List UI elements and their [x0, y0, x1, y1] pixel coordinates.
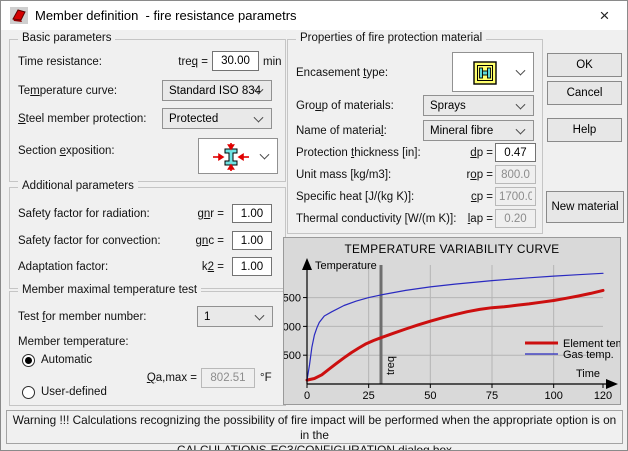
automatic-label[interactable]: Automatic	[41, 354, 93, 366]
chart-panel: TEMPERATURE VARIABILITY CURVE treq 0 25 50 7…	[277, 237, 627, 405]
adaptation-label: Adaptation factor:	[18, 261, 109, 273]
warning-line2: CALCULATIONS-EC3/CONFIGURATION dialog bo…	[177, 443, 452, 451]
chart-title: TEMPERATURE VARIABILITY CURVE	[344, 242, 560, 256]
help-button[interactable]: Help	[547, 118, 622, 142]
group-additional-parameters: Additional parameters Safety factor for …	[9, 180, 286, 289]
svg-text:100: 100	[544, 390, 562, 402]
member-temperature-label: Member temperature:	[18, 336, 129, 348]
name-material-select[interactable]: Mineral fibre	[423, 120, 534, 141]
group-materials-label: Group of materials:	[296, 100, 394, 112]
svg-text:treq: treq	[385, 356, 397, 375]
convection-input[interactable]	[232, 231, 272, 250]
test-member-value: 1	[204, 310, 211, 323]
qamax-unit: °F	[260, 372, 272, 384]
radiation-input[interactable]	[232, 204, 272, 223]
steel-protection-select[interactable]: Protected	[162, 108, 272, 129]
test-member-select[interactable]: 1	[197, 306, 273, 327]
time-resistance-unit: min	[263, 56, 282, 68]
encasement-select[interactable]	[452, 52, 534, 92]
unit-mass-label: Unit mass [kg/m3]:	[296, 169, 392, 181]
group-properties: Properties of fire protection material E…	[287, 32, 543, 234]
qamax-input	[201, 368, 255, 388]
group-additional-legend: Additional parameters	[18, 180, 138, 192]
chevron-down-icon	[254, 310, 265, 321]
window-title: Member definition - fire resistance para…	[35, 8, 297, 23]
svg-text:1000: 1000	[284, 321, 301, 333]
steel-protection-value: Protected	[169, 112, 219, 125]
svg-text:50: 50	[424, 390, 436, 402]
chevron-down-icon	[259, 149, 270, 160]
thickness-label: Protection thickness [in]:	[296, 147, 421, 159]
convection-label: Safety factor for convection:	[18, 235, 161, 247]
user-defined-label[interactable]: User-defined	[41, 386, 107, 398]
group-properties-legend: Properties of fire protection material	[296, 32, 487, 44]
chevron-down-icon	[515, 99, 526, 110]
group-basic-parameters: Basic parameters Time resistance: treq =…	[9, 32, 286, 182]
test-member-label: Test for member number:	[18, 311, 147, 323]
chevron-down-icon	[515, 124, 526, 135]
group-member-test: Member maximal temperature test Test for…	[9, 284, 286, 406]
encasement-icon	[473, 61, 497, 85]
temperature-curve-label: Temperature curve:	[18, 85, 118, 97]
temperature-curve-value: Standard ISO 834	[169, 84, 262, 97]
title-bar: Member definition - fire resistance para…	[1, 1, 627, 30]
cp-symbol: cp =	[470, 191, 493, 203]
k2-symbol: k2 =	[201, 261, 224, 273]
treq-symbol: treq =	[178, 56, 208, 68]
automatic-radio[interactable]	[22, 354, 35, 367]
name-material-label: Name of material:	[296, 125, 387, 137]
ok-button[interactable]: OK	[547, 53, 622, 77]
group-materials-select[interactable]: Sprays	[423, 95, 534, 116]
encasement-label: Encasement type:	[296, 67, 389, 79]
specific-heat-input	[495, 187, 536, 206]
time-resistance-input[interactable]	[212, 51, 259, 71]
svg-text:Element temp.: Element temp.	[563, 338, 620, 350]
time-resistance-label: Time resistance:	[18, 56, 102, 68]
steel-protection-label: Steel member protection:	[18, 113, 147, 125]
svg-text:500: 500	[284, 350, 301, 362]
gnc-symbol: gnc =	[195, 235, 224, 247]
group-member-test-legend: Member maximal temperature test	[18, 284, 202, 296]
lap-symbol: lap =	[467, 213, 493, 225]
specific-heat-label: Specific heat [J/(kg K)]:	[296, 191, 415, 203]
new-material-button[interactable]: New material	[546, 191, 624, 223]
svg-text:120: 120	[594, 390, 612, 402]
rop-symbol: rop =	[466, 169, 493, 181]
conductivity-input	[495, 209, 536, 228]
svg-text:Time: Time	[576, 368, 600, 380]
warning-line1: Warning !!! Calculations recognizing the…	[12, 413, 617, 442]
name-material-value: Mineral fibre	[430, 124, 494, 137]
warning-box: Warning !!! Calculations recognizing the…	[6, 410, 623, 450]
dp-symbol: dp =	[470, 147, 493, 159]
group-basic-legend: Basic parameters	[18, 32, 116, 44]
cancel-button[interactable]: Cancel	[547, 81, 622, 105]
user-defined-radio[interactable]	[22, 386, 35, 399]
gnr-symbol: gnr =	[197, 208, 224, 220]
radiation-label: Safety factor for radiation:	[18, 208, 150, 220]
section-exposition-select[interactable]	[198, 138, 278, 174]
chart-plot: treq 0 25 50 75 100 120 500 1000 1500 Temperature T…	[277, 257, 627, 403]
section-exposition-label: Section exposition:	[18, 145, 115, 157]
svg-text:Temperature: Temperature	[315, 260, 377, 272]
qamax-symbol: Qa,max =	[146, 372, 197, 384]
svg-text:Gas temp.: Gas temp.	[563, 349, 614, 361]
unit-mass-input	[495, 165, 536, 184]
group-materials-value: Sprays	[430, 99, 466, 112]
close-button[interactable]: ×	[599, 5, 610, 25]
chevron-down-icon	[515, 65, 526, 76]
chevron-down-icon	[253, 112, 264, 123]
thickness-input[interactable]	[495, 143, 536, 162]
temperature-curve-select[interactable]: Standard ISO 834	[162, 80, 272, 101]
svg-text:0: 0	[304, 390, 310, 402]
app-icon	[10, 7, 28, 24]
adaptation-input[interactable]	[232, 257, 272, 276]
section-exposition-icon	[213, 143, 249, 171]
conductivity-label: Thermal conductivity [W/(m K)]:	[296, 213, 457, 225]
svg-text:75: 75	[486, 390, 498, 402]
svg-text:1500: 1500	[284, 293, 301, 305]
svg-text:25: 25	[363, 390, 375, 402]
